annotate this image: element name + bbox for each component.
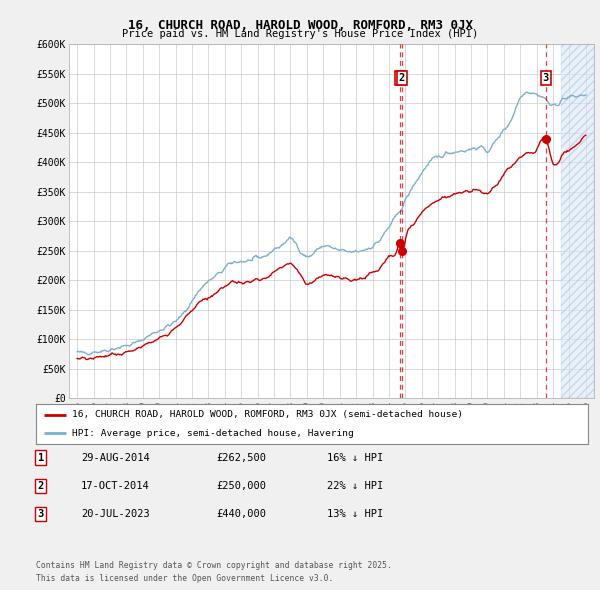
- Text: 20-JUL-2023: 20-JUL-2023: [81, 509, 150, 519]
- Text: HPI: Average price, semi-detached house, Havering: HPI: Average price, semi-detached house,…: [72, 429, 353, 438]
- Text: 16, CHURCH ROAD, HAROLD WOOD, ROMFORD, RM3 0JX (semi-detached house): 16, CHURCH ROAD, HAROLD WOOD, ROMFORD, R…: [72, 410, 463, 419]
- Text: 22% ↓ HPI: 22% ↓ HPI: [327, 481, 383, 491]
- Text: 16, CHURCH ROAD, HAROLD WOOD, ROMFORD, RM3 0JX: 16, CHURCH ROAD, HAROLD WOOD, ROMFORD, R…: [128, 19, 473, 32]
- Text: Contains HM Land Registry data © Crown copyright and database right 2025.
This d: Contains HM Land Registry data © Crown c…: [36, 562, 392, 583]
- Bar: [561, 44, 594, 398]
- Text: 16% ↓ HPI: 16% ↓ HPI: [327, 453, 383, 463]
- Text: £250,000: £250,000: [216, 481, 266, 491]
- Bar: [561, 44, 594, 398]
- Text: 2: 2: [399, 73, 405, 83]
- Text: 3: 3: [38, 509, 44, 519]
- Text: Price paid vs. HM Land Registry's House Price Index (HPI): Price paid vs. HM Land Registry's House …: [122, 29, 478, 39]
- Text: 17-OCT-2014: 17-OCT-2014: [81, 481, 150, 491]
- Text: £262,500: £262,500: [216, 453, 266, 463]
- Text: 3: 3: [542, 73, 549, 83]
- Text: £440,000: £440,000: [216, 509, 266, 519]
- Text: 13% ↓ HPI: 13% ↓ HPI: [327, 509, 383, 519]
- Text: 29-AUG-2014: 29-AUG-2014: [81, 453, 150, 463]
- Text: 1: 1: [397, 73, 403, 83]
- Text: 2: 2: [38, 481, 44, 491]
- Text: 1: 1: [38, 453, 44, 463]
